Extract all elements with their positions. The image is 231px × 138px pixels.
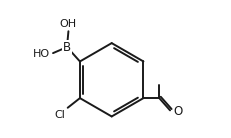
Text: HO: HO — [33, 49, 50, 59]
Text: B: B — [63, 41, 71, 54]
Text: O: O — [173, 105, 182, 118]
Text: Cl: Cl — [55, 110, 65, 120]
Text: OH: OH — [60, 19, 77, 29]
